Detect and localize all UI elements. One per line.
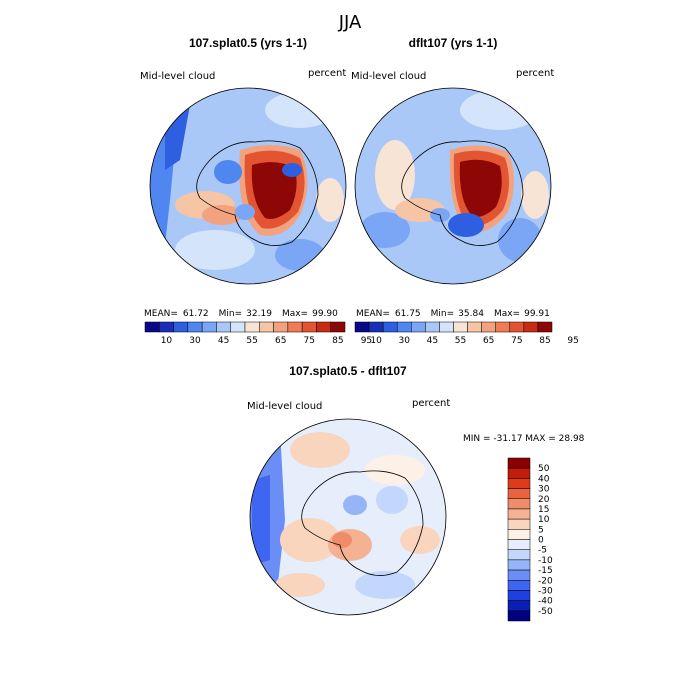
- colorbar-tick-label: 85: [332, 336, 343, 346]
- colorbar-tick-label: 75: [304, 336, 315, 346]
- colorbar-swatch: [244, 321, 260, 333]
- colorbar-tick-label: 75: [511, 336, 522, 346]
- colorbar-swatch: [301, 321, 317, 333]
- colorbar-swatch: [507, 498, 531, 510]
- colorbar-tick-label: 30: [399, 336, 411, 346]
- colorbar-tick-label: 65: [483, 336, 494, 346]
- colorbar-swatch: [144, 321, 160, 333]
- colorbar-swatch: [507, 478, 531, 489]
- panel-3-variable: Mid-level cloud: [247, 401, 322, 412]
- colorbar-tick-label: 85: [539, 336, 550, 346]
- colorbar-tick-label: 40: [538, 474, 550, 484]
- colorbar-swatch: [495, 321, 511, 333]
- colorbar-swatch: [507, 518, 531, 530]
- colorbar-tick-label: 30: [538, 485, 550, 495]
- colorbar-swatch: [287, 321, 303, 333]
- colorbar-swatch: [507, 457, 531, 469]
- colorbar-tick-label: 20: [538, 495, 550, 505]
- colorbar-swatch: [201, 321, 217, 333]
- colorbar-tick-label: 95: [361, 336, 372, 346]
- colorbar-tick-label: 95: [567, 336, 578, 346]
- colorbar-swatch: [507, 610, 531, 622]
- panel-1-variable: Mid-level cloud: [140, 71, 215, 82]
- panel-3-map-border: [249, 418, 447, 616]
- colorbar-swatch: [507, 467, 531, 479]
- colorbar-tick-label: -20: [538, 576, 553, 586]
- colorbar-tick-label: 55: [246, 336, 257, 346]
- colorbar-tick-label: 30: [189, 336, 201, 346]
- colorbar-swatch: [507, 600, 531, 612]
- colorbar-tick-label: -30: [538, 586, 553, 596]
- colorbar-swatch: [354, 321, 370, 333]
- panel-2-colorbar: 10 30 45 55 65 75 85 95: [354, 321, 579, 346]
- panel-2-units: percent: [516, 68, 554, 79]
- panel-3-units: percent: [412, 398, 450, 409]
- panel-1-title: 107.splat0.5 (yrs 1-1): [189, 36, 307, 50]
- colorbar-tick-label: 65: [275, 336, 286, 346]
- panel-2-stats: MEAN= 61.75 Min= 35.84 Max= 99.91: [356, 309, 550, 319]
- colorbar-tick-label: -50: [538, 607, 553, 617]
- colorbar-tick-label: -5: [538, 546, 547, 556]
- colorbar-swatch: [382, 321, 398, 333]
- colorbar-swatch: [523, 321, 539, 333]
- panel-1-map-border: [149, 87, 347, 285]
- colorbar-swatch: [368, 321, 384, 333]
- colorbar-swatch: [173, 321, 189, 333]
- colorbar-swatch: [316, 321, 331, 333]
- colorbar-swatch: [507, 590, 531, 601]
- colorbar-tick-label: 45: [427, 336, 438, 346]
- colorbar-tick-label: -10: [538, 556, 553, 566]
- colorbar-swatch: [411, 321, 426, 333]
- panel-2-title: dflt107 (yrs 1-1): [409, 36, 498, 50]
- panel-3-title: 107.splat0.5 - dflt107: [289, 364, 407, 378]
- colorbar-tick-label: 10: [538, 515, 550, 525]
- colorbar-swatch: [396, 321, 412, 333]
- panel-1-colorbar: 10 30 45 55 65 75 85 95: [144, 321, 372, 346]
- colorbar-swatch: [273, 321, 289, 333]
- colorbar-tick-label: 10: [370, 336, 382, 346]
- colorbar-tick-label: 10: [161, 336, 173, 346]
- colorbar-swatch: [509, 321, 525, 333]
- colorbar-swatch: [507, 539, 531, 550]
- colorbar-tick-label: 5: [538, 525, 544, 535]
- panel-1-stats: MEAN= 61.72 Min= 32.19 Max= 99.90: [144, 309, 338, 319]
- panel-2-variable: Mid-level cloud: [351, 71, 426, 82]
- colorbar-swatch: [425, 321, 440, 333]
- colorbar-swatch: [439, 321, 454, 333]
- panel-2: dflt107 (yrs 1-1) Mid-level cloud percen…: [351, 36, 579, 346]
- colorbar-tick-label: -15: [538, 566, 553, 576]
- colorbar-swatch: [481, 321, 496, 333]
- colorbar-swatch: [537, 321, 553, 333]
- colorbar-tick-label: 45: [218, 336, 229, 346]
- colorbar-swatch: [159, 321, 174, 333]
- colorbar-swatch: [230, 321, 246, 333]
- colorbar-swatch: [453, 321, 468, 333]
- colorbar-swatch: [330, 321, 346, 333]
- colorbar-swatch: [187, 321, 203, 333]
- colorbar-swatch: [507, 559, 531, 571]
- colorbar-tick-label: 50: [538, 464, 550, 474]
- panel-1-units: percent: [308, 68, 346, 79]
- panel-3: 107.splat0.5 - dflt107 Mid-level cloud p…: [247, 364, 585, 622]
- colorbar-swatch: [467, 321, 482, 333]
- colorbar-swatch: [216, 321, 231, 333]
- colorbar-swatch: [507, 488, 531, 499]
- panel-2-map-border: [354, 87, 552, 285]
- colorbar-swatch: [507, 580, 531, 591]
- colorbar-swatch: [507, 569, 531, 581]
- panel-1: 107.splat0.5 (yrs 1-1) Mid-level cloud p…: [140, 36, 372, 346]
- panel-3-range: MIN = -31.17 MAX = 28.98: [463, 434, 585, 444]
- colorbar-tick-label: 55: [455, 336, 466, 346]
- figure-title: JJA: [338, 12, 362, 33]
- colorbar-tick-label: 15: [538, 505, 549, 515]
- colorbar-swatch: [259, 321, 274, 333]
- colorbar-swatch: [507, 508, 531, 520]
- colorbar-tick-label: -40: [538, 597, 553, 607]
- colorbar-tick-label: 0: [538, 536, 544, 546]
- colorbar-swatch: [507, 549, 531, 561]
- colorbar-swatch: [507, 529, 531, 540]
